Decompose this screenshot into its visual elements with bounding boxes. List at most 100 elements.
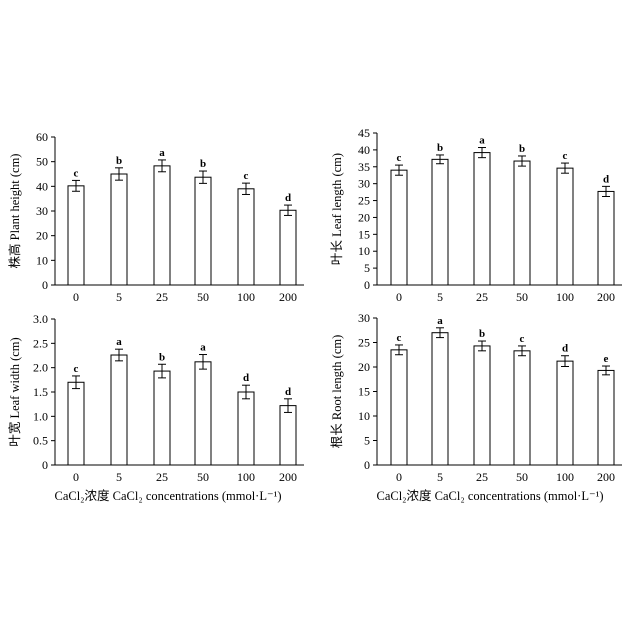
y-tick-label: 30 bbox=[36, 204, 48, 218]
x-tick-label: 100 bbox=[237, 290, 255, 304]
y-tick-label: 20 bbox=[358, 360, 370, 374]
y-tick-label: 30 bbox=[358, 311, 370, 325]
significance-letter: b bbox=[437, 142, 443, 154]
x-tick-label: 25 bbox=[156, 470, 168, 484]
x-tick-label: 25 bbox=[156, 290, 168, 304]
x-tick-label: 100 bbox=[556, 470, 574, 484]
y-tick-label: 40 bbox=[358, 143, 370, 157]
bar-25 bbox=[473, 152, 491, 286]
y-axis-label: 株高 Plant height (cm) bbox=[7, 154, 22, 269]
y-tick-label: 2.0 bbox=[33, 361, 48, 375]
y-tick-label: 1.0 bbox=[33, 409, 48, 423]
significance-letter: c bbox=[244, 170, 249, 182]
significance-letter: e bbox=[604, 353, 609, 365]
x-tick-label: 25 bbox=[476, 470, 488, 484]
x-tick-label: 0 bbox=[73, 290, 79, 304]
bar-200 bbox=[279, 209, 297, 286]
x-tick-label: 5 bbox=[116, 470, 122, 484]
x-tick-label: 0 bbox=[73, 470, 79, 484]
significance-letter: a bbox=[200, 342, 206, 354]
y-axis-label: 根长 Root length (cm) bbox=[330, 335, 344, 449]
y-tick-label: 0 bbox=[42, 458, 48, 472]
x-tick-label: 200 bbox=[597, 290, 615, 304]
y-tick-label: 3.0 bbox=[33, 312, 48, 326]
x-tick-label: 200 bbox=[597, 470, 615, 484]
y-tick-label: 30 bbox=[358, 177, 370, 191]
significance-letter: d bbox=[285, 386, 291, 398]
bar-100 bbox=[237, 391, 255, 466]
y-tick-label: 15 bbox=[358, 227, 370, 241]
y-tick-label: 20 bbox=[358, 210, 370, 224]
bar-100 bbox=[556, 360, 574, 466]
bar-100 bbox=[237, 188, 255, 286]
significance-letter: d bbox=[603, 173, 609, 185]
significance-letter: c bbox=[397, 332, 402, 344]
bar-5 bbox=[110, 354, 128, 466]
y-tick-label: 50 bbox=[36, 155, 48, 169]
bar-0 bbox=[390, 169, 408, 286]
x-tick-label: 5 bbox=[437, 470, 443, 484]
bar-0 bbox=[67, 381, 85, 466]
y-tick-label: 5 bbox=[364, 434, 370, 448]
y-axis-label: 叶宽 Leaf width (cm) bbox=[7, 337, 22, 446]
significance-letter: b bbox=[116, 155, 122, 167]
significance-letter: d bbox=[285, 192, 291, 204]
bar-100 bbox=[556, 167, 574, 286]
x-tick-label: 50 bbox=[516, 470, 528, 484]
y-tick-label: 25 bbox=[358, 336, 370, 350]
bar-5 bbox=[110, 173, 128, 286]
y-tick-label: 35 bbox=[358, 160, 370, 174]
x-tick-label: 25 bbox=[476, 290, 488, 304]
significance-letter: b bbox=[200, 158, 206, 170]
significance-letter: a bbox=[159, 147, 165, 159]
significance-letter: d bbox=[243, 372, 249, 384]
x-tick-label: 50 bbox=[516, 290, 528, 304]
significance-letter: c bbox=[74, 363, 79, 375]
y-tick-label: 60 bbox=[36, 130, 48, 144]
bar-25 bbox=[473, 345, 491, 466]
y-tick-label: 0 bbox=[42, 278, 48, 292]
x-axis-label-right: CaCl₂浓度 CaCl₂ concentrations (mmol·L⁻¹) bbox=[376, 488, 603, 503]
x-tick-label: 100 bbox=[237, 470, 255, 484]
bar-5 bbox=[431, 158, 449, 286]
y-tick-label: 0 bbox=[364, 278, 370, 292]
significance-letter: d bbox=[562, 343, 568, 355]
significance-letter: c bbox=[563, 150, 568, 162]
bar-50 bbox=[513, 350, 531, 466]
bar-200 bbox=[597, 190, 615, 286]
x-tick-label: 5 bbox=[437, 290, 443, 304]
y-tick-label: 20 bbox=[36, 229, 48, 243]
y-tick-label: 2.5 bbox=[33, 336, 48, 350]
bar-0 bbox=[67, 185, 85, 286]
significance-letter: b bbox=[159, 351, 165, 363]
x-tick-label: 0 bbox=[396, 470, 402, 484]
bar-25 bbox=[153, 370, 171, 466]
y-axis-label: 叶长 Leaf length (cm) bbox=[330, 153, 344, 265]
y-tick-label: 5 bbox=[364, 261, 370, 275]
y-tick-label: 25 bbox=[358, 194, 370, 208]
significance-letter: a bbox=[116, 336, 122, 348]
significance-letter: b bbox=[519, 143, 525, 155]
y-tick-label: 0.5 bbox=[33, 434, 48, 448]
significance-letter: c bbox=[520, 333, 525, 345]
x-tick-label: 0 bbox=[396, 290, 402, 304]
bar-5 bbox=[431, 332, 449, 466]
bar-200 bbox=[597, 369, 615, 466]
y-tick-label: 10 bbox=[358, 409, 370, 423]
y-tick-label: 1.5 bbox=[33, 385, 48, 399]
y-tick-label: 40 bbox=[36, 179, 48, 193]
x-tick-label: 5 bbox=[116, 290, 122, 304]
panel-plant-height: 0 10 20 30 40 50 60 株高 Plant height (cm) c 0 b 5 a 25… bbox=[7, 130, 304, 304]
significance-letter: a bbox=[479, 135, 485, 147]
significance-letter: b bbox=[479, 328, 485, 340]
bar-50 bbox=[194, 361, 212, 466]
panel-leaf-length: 0 5 10 15 20 25 30 35 40 45 叶长 Leaf length (cm) c 0 b… bbox=[330, 126, 622, 304]
bar-0 bbox=[390, 349, 408, 466]
x-axis-label-left: CaCl₂浓度 CaCl₂ concentrations (mmol·L⁻¹) bbox=[54, 488, 281, 503]
significance-letter: c bbox=[397, 152, 402, 164]
y-tick-label: 0 bbox=[364, 458, 370, 472]
significance-letter: c bbox=[74, 167, 79, 179]
x-tick-label: 200 bbox=[279, 470, 297, 484]
bar-50 bbox=[194, 176, 212, 286]
